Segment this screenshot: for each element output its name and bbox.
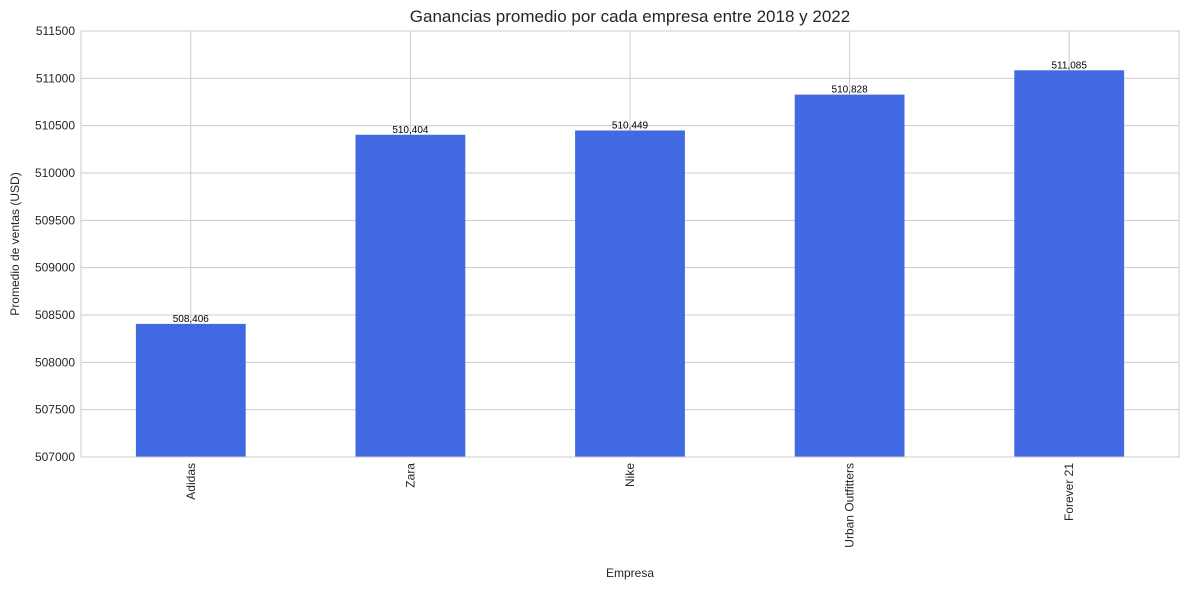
chart-title: Ganancias promedio por cada empresa entr… bbox=[410, 7, 850, 26]
y-tick-label: 511500 bbox=[36, 24, 75, 38]
y-tick-label: 508500 bbox=[35, 308, 75, 322]
x-tick-label: Zara bbox=[403, 463, 417, 488]
axes-frame bbox=[80, 30, 1180, 458]
y-tick-label: 508000 bbox=[35, 355, 75, 369]
x-tick-label: Forever 21 bbox=[1062, 463, 1076, 521]
y-tick-label: 509500 bbox=[35, 213, 75, 227]
x-axis-label: Empresa bbox=[606, 566, 654, 580]
data-label: 510,828 bbox=[832, 85, 869, 96]
y-tick-label: 507000 bbox=[35, 450, 75, 464]
bar-adidas bbox=[135, 323, 246, 457]
bar-zara bbox=[355, 134, 466, 457]
y-tick-label: 507500 bbox=[35, 403, 75, 417]
y-tick-label: 511000 bbox=[36, 71, 75, 85]
y-tick-label: 510000 bbox=[35, 166, 75, 180]
y-tick-label: 509000 bbox=[35, 261, 75, 275]
bar-nike bbox=[575, 130, 685, 457]
x-axis-ticks: Adidas Zara Nike Urban Outfitters Forever 21 bbox=[184, 463, 1076, 548]
data-label: 511,085 bbox=[1051, 60, 1087, 71]
y-tick-label: 510500 bbox=[35, 119, 75, 133]
y-axis-label: Promedio de ventas (USD) bbox=[8, 172, 22, 315]
x-tick-label: Urban Outfitters bbox=[843, 463, 857, 548]
y-axis-ticks: 507000 507500 508000 508500 509000 509500 5100… bbox=[35, 24, 75, 464]
data-label: 510,404 bbox=[392, 125, 429, 136]
x-tick-label: Adidas bbox=[184, 463, 198, 500]
data-labels: 508,406 510,404 510,449 510,828 511,085 bbox=[173, 60, 1088, 325]
bar-forever-21 bbox=[1014, 70, 1125, 457]
x-tick-label: Nike bbox=[623, 463, 637, 487]
data-label: 508,406 bbox=[173, 314, 210, 325]
bar-urban-outfitters bbox=[794, 94, 905, 457]
data-label: 510,449 bbox=[612, 120, 649, 131]
bars bbox=[135, 70, 1125, 457]
spines bbox=[80, 30, 1180, 458]
